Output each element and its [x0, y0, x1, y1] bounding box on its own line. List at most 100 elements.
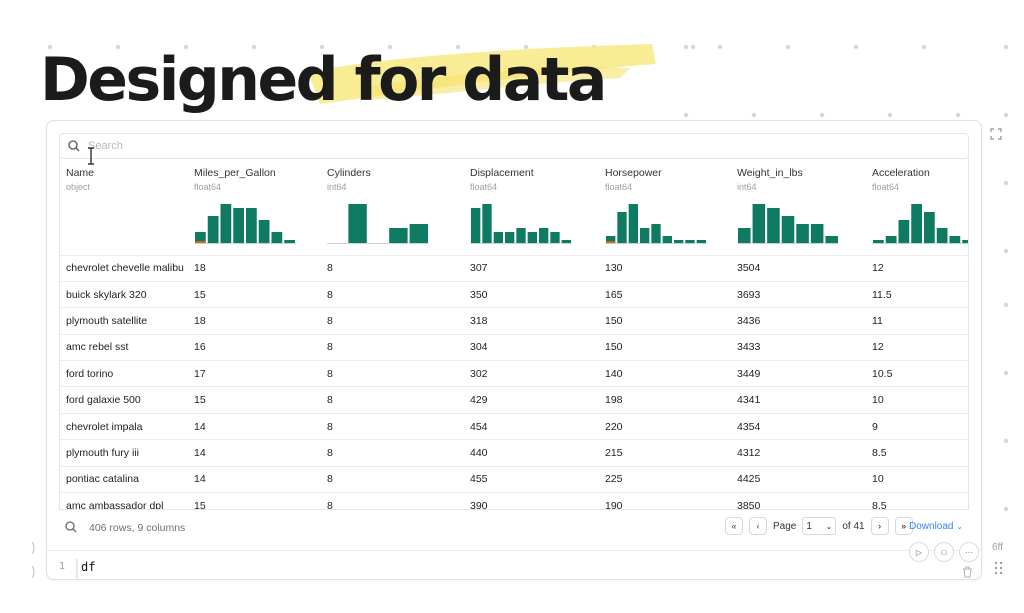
- table-cell: 10: [866, 386, 968, 414]
- table-cell: 130: [599, 254, 731, 282]
- column-dtype: float64: [470, 182, 498, 192]
- histogram-bar: [516, 228, 526, 244]
- search-icon[interactable]: [65, 521, 77, 533]
- histogram-bar: [651, 224, 661, 244]
- histogram-bar: [271, 232, 283, 244]
- column-header-weight_in_lbs[interactable]: Weight_in_lbs int64: [731, 157, 866, 255]
- table-search-bar[interactable]: [59, 133, 969, 159]
- cell-action-buttons: ▷ □ ···: [909, 542, 979, 562]
- table-cell: 10.5: [866, 360, 968, 387]
- table-row[interactable]: amc ambassador dpl 15 8 390 190 3850 8.5: [60, 492, 968, 509]
- page-select[interactable]: 1 ⌄: [802, 517, 837, 535]
- table-row[interactable]: amc rebel sst 16 8 304 150 3433 12: [60, 333, 968, 361]
- table-cell: 17: [188, 360, 321, 387]
- histogram-bar: [493, 232, 503, 244]
- table-row[interactable]: plymouth fury iii 14 8 440 215 4312 8.5: [60, 439, 968, 467]
- last-page-button[interactable]: »: [894, 517, 913, 535]
- column-header-miles_per_gallon[interactable]: Miles_per_Gallon float64: [188, 157, 321, 255]
- row-count: 406 rows, 9 columns: [89, 522, 186, 534]
- table-row[interactable]: chevrolet chevelle malibu 18 8 307 130 3504 12: [60, 254, 968, 282]
- expand-icon[interactable]: [990, 128, 1002, 140]
- histogram-bar: [825, 236, 838, 244]
- chevron-down-icon: ⌄: [825, 521, 833, 531]
- table-cell: 220: [599, 412, 731, 440]
- text-cursor-icon: [88, 147, 94, 165]
- histogram-bar: [662, 236, 672, 244]
- last-page-icon: »: [901, 521, 907, 531]
- table-cell: chevrolet impala: [60, 412, 188, 440]
- histogram-bar: [207, 216, 219, 244]
- run-cell-button[interactable]: ▷: [909, 542, 929, 562]
- first-page-button[interactable]: «: [725, 517, 743, 535]
- code-editor[interactable]: df: [81, 560, 96, 574]
- table-cell: 8: [321, 254, 464, 282]
- histogram-bar: [924, 212, 935, 244]
- table-cell: 8.5: [866, 492, 968, 509]
- data-table: Name object Miles_per_Gallon float64 Cylinde…: [59, 157, 969, 510]
- prev-page-button[interactable]: ‹: [749, 517, 767, 535]
- more-icon: ···: [965, 547, 973, 557]
- page-label: Page: [773, 520, 797, 532]
- histogram-bar: [539, 228, 549, 244]
- histogram-bar: [471, 208, 481, 244]
- table-cell: 455: [464, 465, 599, 493]
- histogram-bar: [617, 212, 627, 244]
- column-header-cylinders[interactable]: Cylinders int64: [321, 157, 464, 255]
- next-page-icon: ›: [878, 521, 882, 531]
- search-input[interactable]: [86, 139, 930, 153]
- column-dtype: float64: [605, 182, 633, 192]
- table-cell: 3850: [731, 492, 866, 509]
- column-histogram[interactable]: [737, 202, 839, 244]
- column-histogram[interactable]: [872, 202, 969, 244]
- page-value: 1: [806, 520, 812, 532]
- column-dtype: int64: [737, 182, 757, 192]
- drag-handle-icon[interactable]: [994, 561, 1004, 575]
- column-histogram[interactable]: [194, 202, 296, 244]
- histogram-bar: [246, 208, 257, 244]
- table-cell: 3693: [731, 280, 866, 308]
- table-row[interactable]: plymouth satellite 18 8 318 150 3436 11: [60, 307, 968, 335]
- table-cell: chevrolet chevelle malibu: [60, 254, 188, 282]
- table-cell: 8: [321, 492, 464, 509]
- column-header-acceleration[interactable]: Acceleration float64: [866, 157, 968, 255]
- column-header-name[interactable]: Name object: [60, 157, 188, 255]
- table-row[interactable]: pontiac catalina 14 8 455 225 4425 10: [60, 465, 968, 493]
- column-header-displacement[interactable]: Displacement float64: [464, 157, 599, 255]
- search-icon: [68, 140, 80, 152]
- histogram-bar: [220, 204, 232, 244]
- column-histogram[interactable]: [605, 202, 707, 244]
- table-cell: 12: [866, 333, 968, 361]
- table-cell: 18: [188, 254, 321, 282]
- histogram-missing-bar: [195, 241, 206, 244]
- table-cell: 10: [866, 465, 968, 493]
- histogram-bar: [640, 228, 650, 244]
- more-options-button[interactable]: ···: [959, 542, 979, 562]
- histogram-bar: [505, 232, 515, 244]
- stop-cell-button[interactable]: □: [934, 542, 954, 562]
- table-cell: 390: [464, 492, 599, 509]
- column-histogram[interactable]: [327, 202, 429, 244]
- table-row[interactable]: chevrolet impala 14 8 454 220 4354 9: [60, 412, 968, 440]
- column-header-horsepower[interactable]: Horsepower float64: [599, 157, 731, 255]
- table-cell: 8.5: [866, 439, 968, 467]
- table-cell: 14: [188, 465, 321, 493]
- table-row[interactable]: buick skylark 320 15 8 350 165 3693 11.5: [60, 280, 968, 308]
- table-cell: ford galaxie 500: [60, 386, 188, 414]
- download-button[interactable]: Download ⌄: [909, 521, 963, 532]
- histogram-bar: [962, 240, 968, 244]
- column-histogram[interactable]: [470, 202, 572, 244]
- column-name: Horsepower: [605, 167, 662, 179]
- table-cell: 9: [866, 412, 968, 440]
- trash-icon[interactable]: [962, 566, 973, 578]
- histogram-bar: [233, 208, 244, 244]
- table-cell: 4312: [731, 439, 866, 467]
- table-cell: 8: [321, 439, 464, 467]
- table-cell: 190: [599, 492, 731, 509]
- column-name: Acceleration: [872, 167, 930, 179]
- table-row[interactable]: ford galaxie 500 15 8 429 198 4341 10: [60, 386, 968, 414]
- pagination: « ‹ Page 1 ⌄ of 41 › »: [725, 517, 913, 535]
- next-page-button[interactable]: ›: [870, 517, 889, 535]
- table-header-row: Name object Miles_per_Gallon float64 Cylinde…: [60, 157, 968, 255]
- code-gutter: [76, 559, 78, 579]
- table-row[interactable]: ford torino 17 8 302 140 3449 10.5: [60, 360, 968, 387]
